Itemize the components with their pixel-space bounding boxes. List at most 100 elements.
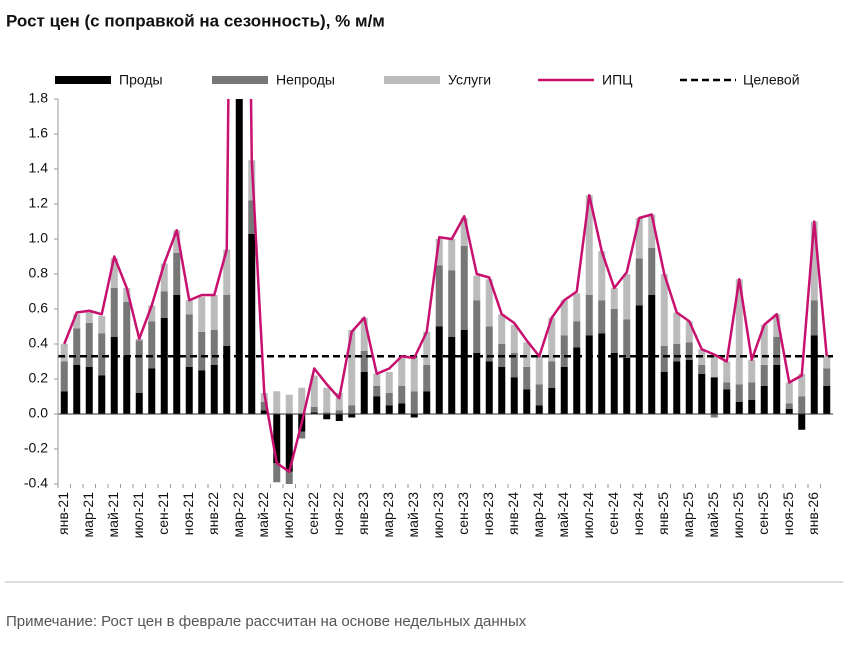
- bar-segment: [98, 333, 106, 376]
- x-tick-label: мар-22: [230, 492, 246, 538]
- bar-segment: [385, 393, 393, 406]
- bar-segment: [223, 249, 231, 295]
- bar-segment: [773, 365, 781, 414]
- bar-segment: [223, 345, 231, 414]
- legend-label: Целевой: [743, 72, 800, 88]
- bar-segment: [523, 342, 531, 367]
- bar-segment: [610, 288, 618, 309]
- bar-segment: [548, 317, 556, 362]
- bar-segment: [260, 410, 268, 414]
- x-tick-label: ноя-23: [480, 492, 496, 536]
- bar-segment: [185, 300, 193, 315]
- bar-segment: [185, 366, 193, 414]
- y-tick-label: 0.2: [29, 370, 49, 386]
- bar-segment: [510, 324, 518, 353]
- bar-segment: [210, 365, 218, 414]
- bar-segment: [573, 347, 581, 414]
- bar-segment: [185, 314, 193, 367]
- bar-segment: [323, 387, 331, 413]
- bar-segment: [710, 414, 718, 418]
- bar-segment: [635, 218, 643, 259]
- bar-segment: [798, 396, 806, 414]
- bar-segment: [85, 310, 93, 323]
- bar-segment: [648, 214, 656, 248]
- bar-segment: [373, 373, 381, 386]
- bar-segment: [710, 377, 718, 414]
- bar-segment: [260, 401, 268, 411]
- x-tick-label: янв-21: [55, 492, 71, 535]
- bar-segment: [173, 230, 181, 253]
- bar-segment: [535, 356, 543, 385]
- bar-segment: [285, 414, 293, 472]
- bar-segment: [85, 366, 93, 414]
- x-tick-label: янв-22: [205, 492, 221, 535]
- bar-segment: [423, 365, 431, 392]
- bar-segment: [135, 393, 143, 414]
- legend-label: Услуги: [448, 72, 491, 88]
- bar-segment: [160, 317, 168, 414]
- x-tick-label: июл-21: [130, 492, 146, 539]
- bar-segment: [610, 309, 618, 353]
- bar-segment: [98, 375, 106, 414]
- bar-segment: [148, 305, 156, 322]
- bar-segment: [723, 389, 731, 414]
- bar-segment: [198, 331, 206, 371]
- x-tick-label: май-24: [555, 492, 571, 538]
- bar-segment: [498, 314, 506, 344]
- x-tick-label: мар-24: [530, 492, 546, 538]
- bar-segment: [148, 321, 156, 369]
- bar-segment: [823, 368, 831, 386]
- bar-segment: [560, 366, 568, 414]
- chart-title: Рост цен (с поправкой на сезонность), % …: [6, 11, 385, 30]
- bar-segment: [748, 382, 756, 400]
- bar-segment: [198, 370, 206, 414]
- note: Примечание: Рост цен в феврале рассчитан…: [6, 613, 527, 630]
- bar-segment: [110, 288, 118, 337]
- bar-segment: [98, 316, 106, 334]
- bar-segment: [673, 344, 681, 362]
- bar-segment: [310, 412, 318, 414]
- bar-segment: [298, 431, 306, 439]
- bar-segment: [635, 305, 643, 414]
- bar-segment: [410, 414, 418, 418]
- bar-segment: [223, 295, 231, 346]
- bar-segment: [785, 382, 793, 404]
- bar-segment: [410, 356, 418, 392]
- bar-segment: [423, 331, 431, 365]
- x-tick-label: сен-21: [155, 492, 171, 535]
- bar-segment: [573, 321, 581, 348]
- bar-segment: [673, 312, 681, 344]
- bar-segment: [73, 365, 81, 414]
- legend-label: ИПЦ: [602, 72, 633, 88]
- bar-segment: [135, 340, 143, 393]
- bar-segment: [610, 352, 618, 414]
- bar-segment: [348, 414, 356, 418]
- bar-segment: [660, 372, 668, 414]
- x-tick-label: ноя-22: [330, 492, 346, 536]
- bar-segment: [398, 356, 406, 386]
- bar-segment: [160, 263, 168, 292]
- bar-segment: [648, 295, 656, 414]
- bar-segment: [660, 345, 668, 372]
- bar-segment: [648, 247, 656, 295]
- x-tick-label: июл-22: [280, 492, 296, 539]
- bar-segment: [673, 361, 681, 414]
- bar-segment: [698, 365, 706, 374]
- x-tick-label: янв-25: [655, 492, 671, 535]
- bar-segment: [385, 372, 393, 393]
- bar-segment: [110, 258, 118, 288]
- bar-segment: [635, 258, 643, 306]
- bar-segment: [123, 288, 131, 302]
- bar-segment: [560, 335, 568, 367]
- bar-segment: [735, 384, 743, 402]
- bar-segment: [73, 314, 81, 329]
- bar-segment: [623, 319, 631, 358]
- bar-segment: [760, 324, 768, 365]
- bar-segment: [360, 317, 368, 351]
- bar-segment: [323, 414, 331, 420]
- bar-segment: [60, 361, 68, 392]
- bar-segment: [798, 414, 806, 430]
- bar-segment: [785, 403, 793, 409]
- bar-segment: [323, 412, 331, 414]
